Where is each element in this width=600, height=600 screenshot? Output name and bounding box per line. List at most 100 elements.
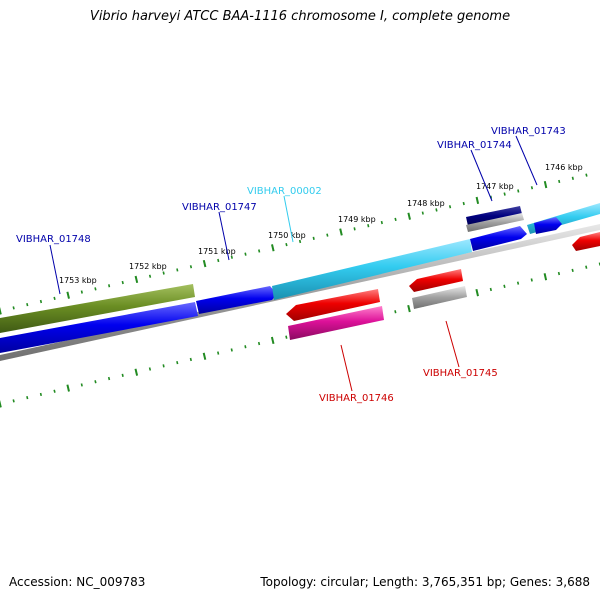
ruler-label-1747: 1747 kbp: [476, 182, 514, 191]
ruler-minor-tick: [585, 173, 588, 177]
ruler-minor-tick: [217, 258, 220, 263]
ruler-minor-tick: [230, 255, 233, 259]
label-leader-line: [445, 320, 460, 368]
gene-label-vibhar-01747[interactable]: VIBHAR_01747: [182, 202, 257, 213]
gene-arrow-reverse[interactable]: [572, 232, 600, 251]
ruler-label-1748: 1748 kbp: [407, 199, 445, 208]
gene-label-vibhar-01746[interactable]: VIBHAR_01746: [319, 393, 394, 404]
gene-arrow-reverse[interactable]: [409, 269, 463, 292]
gene-label-vibhar-01743[interactable]: VIBHAR_01743: [491, 126, 566, 137]
gene-arrow-reverse[interactable]: [286, 289, 380, 321]
ruler-minor-tick: [121, 373, 124, 377]
ruler-minor-tick: [421, 211, 424, 215]
ruler-minor-tick: [53, 296, 56, 300]
ruler-minor-tick: [244, 252, 247, 256]
ruler-minor-tick: [176, 268, 179, 272]
ruler-minor-tick: [189, 265, 193, 269]
ruler-minor-tick: [530, 278, 533, 282]
ruler-major-tick: [271, 244, 275, 252]
ruler-minor-tick: [162, 364, 165, 368]
ruler-minor-tick: [230, 348, 233, 352]
ruler-major-tick: [543, 273, 548, 281]
label-leader-line: [218, 211, 230, 261]
gene-arrow-forward[interactable]: [272, 239, 472, 300]
ruler-minor-tick: [571, 176, 574, 180]
ruler-minor-tick: [380, 220, 383, 225]
ruler-minor-tick: [107, 376, 111, 381]
ruler-label-1752: 1752 kbp: [129, 262, 167, 271]
ruler-minor-tick: [26, 303, 29, 307]
map-title: Vibrio harveyi ATCC BAA-1116 chromosome …: [89, 9, 511, 24]
ruler-minor-tick: [558, 179, 561, 184]
ruler-minor-tick: [176, 361, 179, 365]
ruler-major-tick: [202, 259, 207, 268]
ruler-label-1750: 1750 kbp: [268, 231, 306, 240]
ruler-major-tick: [339, 228, 343, 236]
gene-arrow-olive[interactable]: [0, 284, 195, 333]
gene-arrow-gray[interactable]: [412, 286, 467, 309]
ruler-major-tick: [134, 275, 139, 284]
ruler-minor-tick: [298, 239, 302, 244]
ruler-major-tick: [407, 304, 411, 313]
ruler-major-tick: [270, 336, 275, 345]
ruler-minor-tick: [503, 284, 506, 288]
ruler-minor-tick: [530, 186, 534, 190]
ruler-minor-tick: [516, 281, 520, 285]
gene-label-vibhar-01744[interactable]: VIBHAR_01744: [437, 140, 512, 151]
ruler-minor-tick: [353, 227, 356, 231]
gene-label-vibhar-01745[interactable]: VIBHAR_01745: [423, 368, 498, 379]
ruler-major-tick: [475, 288, 479, 297]
ruler-minor-tick: [394, 217, 397, 221]
label-leader-line: [515, 135, 538, 186]
gene-arrow-reverse[interactable]: [288, 306, 384, 340]
ruler-minor-tick: [244, 345, 247, 349]
ruler-major-tick: [0, 307, 2, 315]
gene-label-vibhar-00002[interactable]: VIBHAR_00002: [247, 186, 322, 197]
label-leader-line: [470, 149, 493, 202]
ruler-label-1753: 1753 kbp: [59, 276, 97, 285]
ruler-minor-tick: [462, 201, 465, 206]
ruler-minor-tick: [94, 380, 97, 384]
ruler-major-tick: [134, 368, 139, 376]
gene-arrow-forward[interactable]: [196, 286, 277, 314]
ruler-minor-tick: [503, 192, 506, 196]
ruler-minor-tick: [435, 208, 438, 212]
ruler-minor-tick: [108, 284, 111, 288]
ruler-minor-tick: [448, 205, 452, 209]
ruler-minor-tick: [12, 306, 15, 310]
ruler-major-tick: [543, 180, 548, 189]
gene-arrow-gray[interactable]: [466, 213, 524, 232]
ruler-minor-tick: [148, 367, 152, 371]
gene-arrow-navy[interactable]: [466, 206, 522, 226]
ruler-minor-tick: [258, 249, 261, 253]
ruler-minor-tick: [39, 299, 43, 304]
ruler-major-tick: [202, 352, 207, 360]
ruler-minor-tick: [557, 271, 561, 276]
ruler-label-1749: 1749 kbp: [338, 215, 376, 224]
label-leader-line: [49, 244, 61, 295]
label-leader-line: [283, 195, 294, 243]
gene-arrow-forward[interactable]: [534, 217, 562, 234]
ruler-minor-tick: [394, 310, 397, 314]
ruler-label-1751: 1751 kbp: [198, 247, 236, 256]
ruler-minor-tick: [39, 392, 42, 397]
ruler-major-tick: [475, 196, 480, 205]
ruler-minor-tick: [94, 287, 97, 291]
ruler-minor-tick: [162, 271, 165, 275]
ruler-minor-tick: [326, 233, 329, 237]
ruler-minor-tick: [189, 357, 192, 362]
accession-text: Accession: NC_009783: [9, 575, 146, 589]
ruler-minor-tick: [26, 396, 29, 400]
ruler-minor-tick: [585, 265, 588, 269]
ruler-minor-tick: [53, 389, 56, 393]
ruler-major-tick: [66, 291, 70, 299]
ruler-minor-tick: [257, 341, 261, 346]
ruler-major-tick: [407, 212, 411, 220]
ruler-minor-tick: [148, 274, 152, 278]
gene-arrow-forward[interactable]: [470, 226, 527, 251]
ruler-minor-tick: [121, 280, 124, 285]
ruler-minor-tick: [517, 189, 520, 193]
gene-arrow-forward[interactable]: [0, 302, 198, 353]
gene-label-vibhar-01748[interactable]: VIBHAR_01748: [16, 234, 91, 245]
